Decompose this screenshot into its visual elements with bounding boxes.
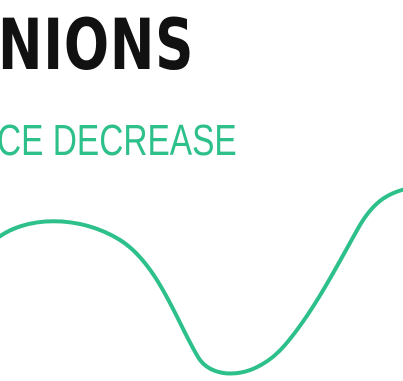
wave-path [0,187,403,376]
subheadline-text: CE DECREASE [0,116,237,165]
headline-text: NIONS [0,4,195,86]
